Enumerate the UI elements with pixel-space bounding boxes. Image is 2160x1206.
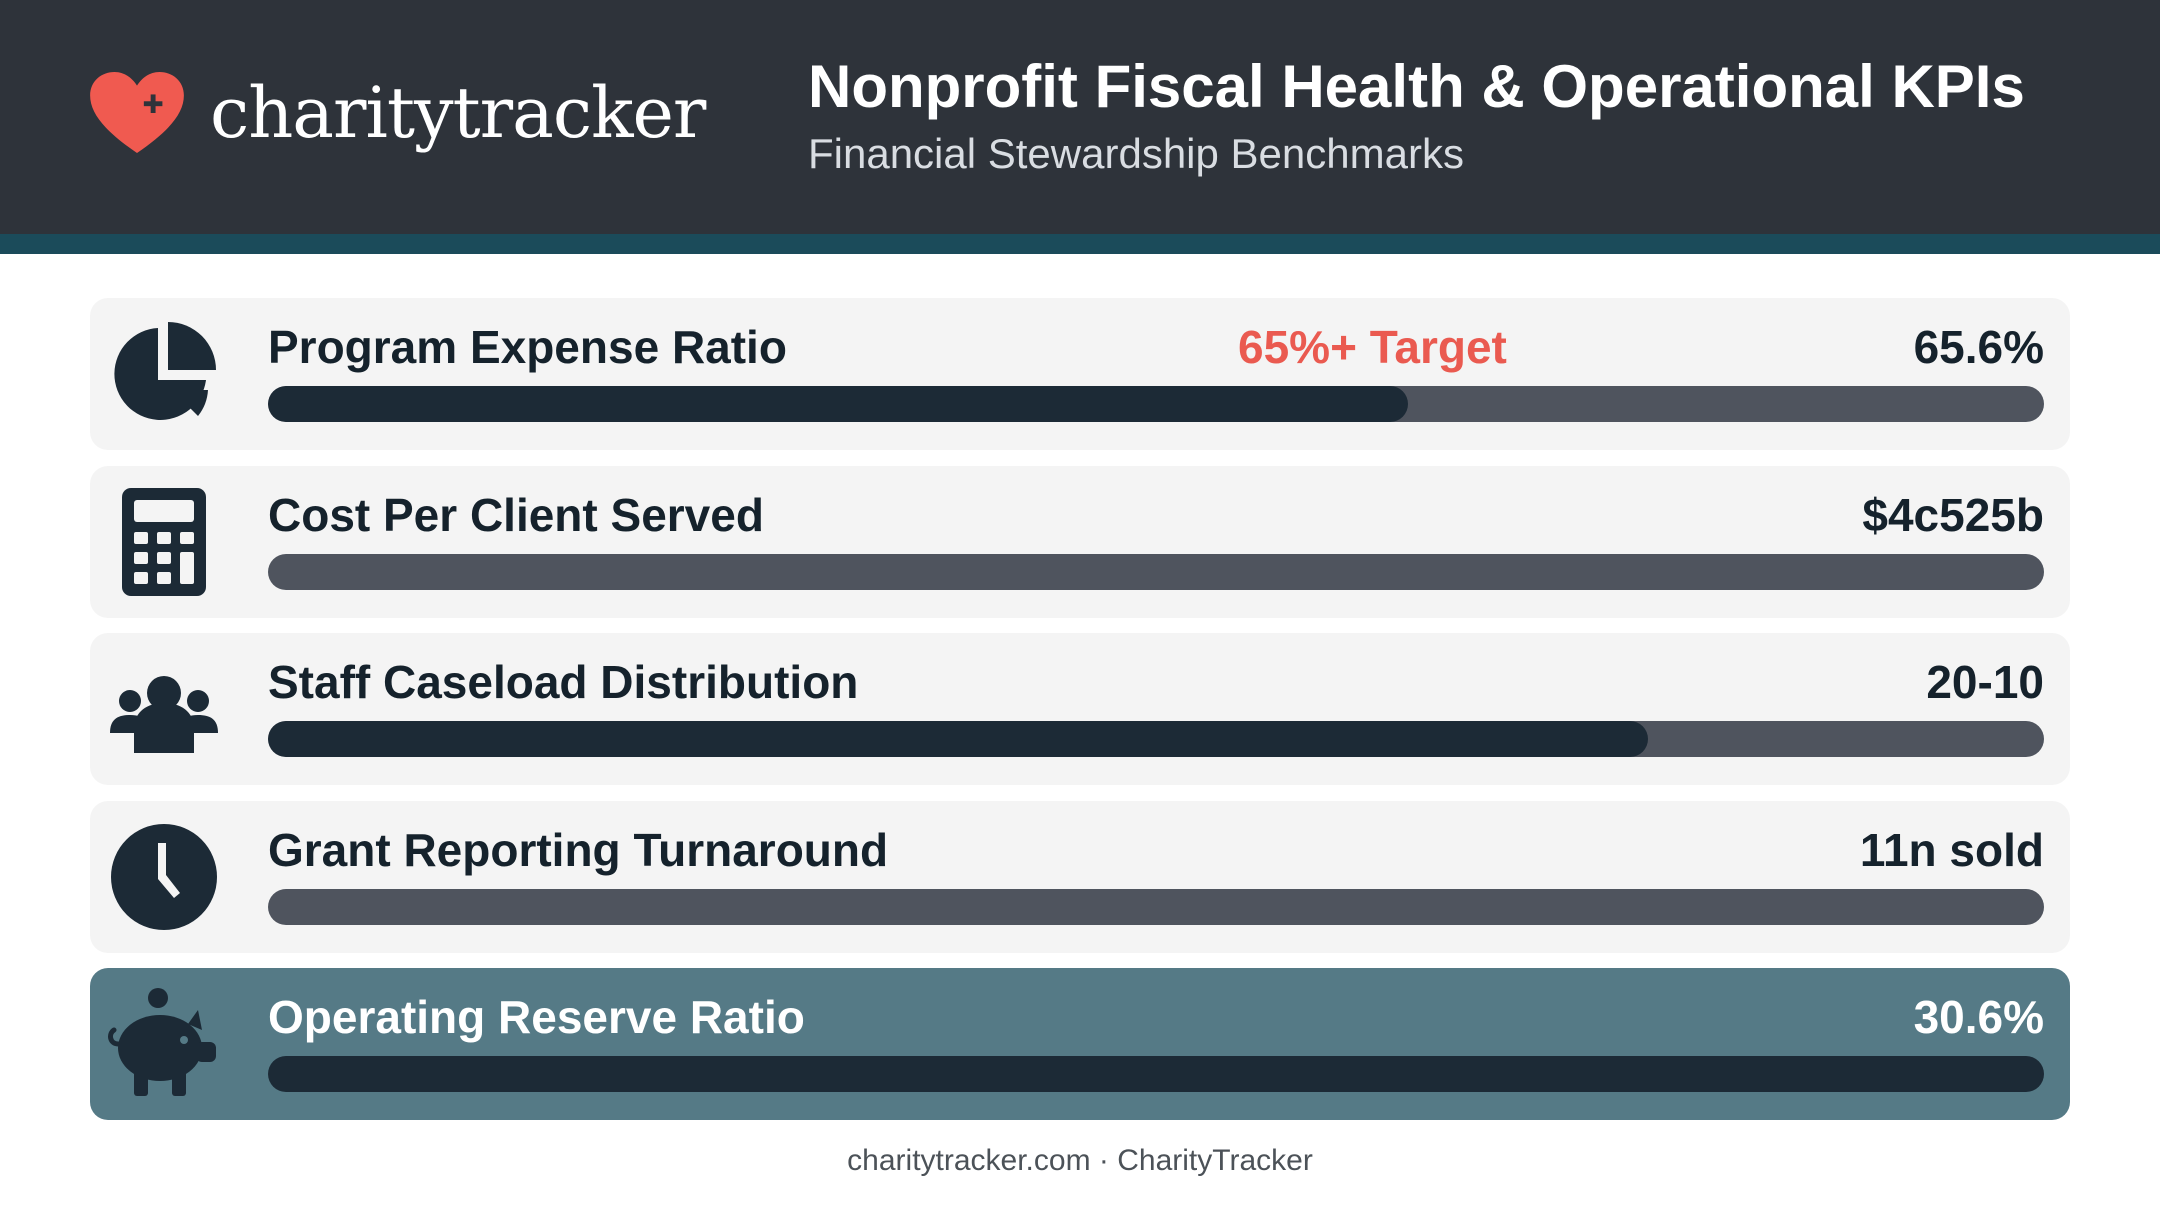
footer-attribution: charitytracker.com · CharityTracker xyxy=(847,1144,1313,1177)
header-bar: charitytracker Nonprofit Fiscal Health &… xyxy=(0,0,2160,234)
metric-progress-track xyxy=(268,721,2044,757)
metric-label: Staff Caseload Distribution xyxy=(268,656,859,708)
metric-progress-track xyxy=(268,1056,2044,1092)
metric-progress-fill xyxy=(268,721,1648,757)
metric-card-program-expense-ratio: Program Expense Ratio 65%+ Target 65.6% xyxy=(90,298,2070,450)
clock-icon xyxy=(111,824,217,930)
metric-card-grant-reporting: Grant Reporting Turnaround 11n sold xyxy=(90,801,2070,953)
users-group-icon xyxy=(110,676,218,753)
metric-card-staff-caseload: Staff Caseload Distribution 20-10 xyxy=(90,633,2070,785)
metric-progress-track xyxy=(268,889,2044,925)
calculator-icon xyxy=(122,488,206,596)
metric-value: $4c525b xyxy=(1862,489,2044,541)
metric-target: 65%+ Target xyxy=(1238,321,1507,373)
metric-card-operating-reserve: Operating Reserve Ratio 30.6% xyxy=(90,968,2070,1120)
page-title: Nonprofit Fiscal Health & Operational KP… xyxy=(808,53,2025,120)
metric-value: 65.6% xyxy=(1913,321,2044,373)
metric-progress-fill xyxy=(268,386,1409,422)
metric-card-cost-per-client: Cost Per Client Served $4c525b xyxy=(90,466,2070,618)
metric-progress-track xyxy=(268,386,2044,422)
metric-label: Grant Reporting Turnaround xyxy=(268,824,889,876)
brand-logo[interactable]: charitytracker xyxy=(88,68,706,158)
metric-value: 30.6% xyxy=(1913,991,2044,1043)
metric-label: Cost Per Client Served xyxy=(268,489,764,541)
metric-label: Program Expense Ratio xyxy=(268,321,787,373)
metric-label: Operating Reserve Ratio xyxy=(268,991,805,1043)
brand-name: charitytracker xyxy=(210,72,706,154)
metric-value: 20-10 xyxy=(1926,656,2044,708)
header-accent-stripe xyxy=(0,234,2160,254)
piggy-bank-icon xyxy=(108,988,216,1096)
metric-progress-track xyxy=(268,554,2044,590)
pie-chart-icon xyxy=(114,322,216,420)
metric-value: 11n sold xyxy=(1859,824,2044,876)
page-subtitle: Financial Stewardship Benchmarks xyxy=(808,130,1464,177)
heart-plus-icon xyxy=(90,71,184,154)
